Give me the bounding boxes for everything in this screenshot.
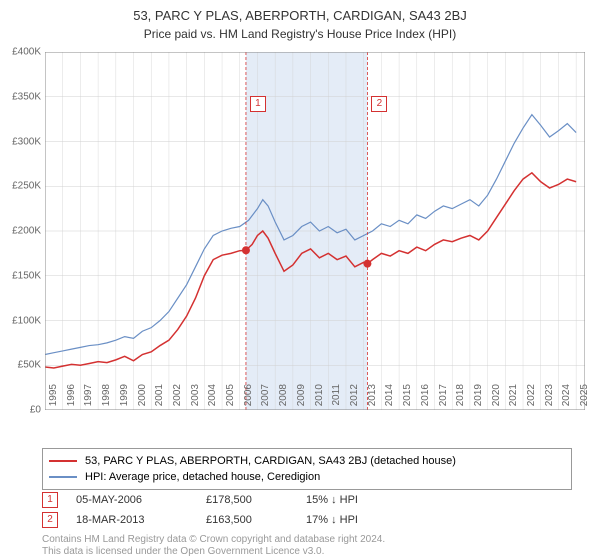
x-axis-label: 1997 [83, 384, 94, 414]
x-axis-label: 2019 [473, 384, 484, 414]
footer-line-2: This data is licensed under the Open Gov… [42, 546, 385, 558]
x-axis-label: 2015 [402, 384, 413, 414]
x-axis-label: 2008 [278, 384, 289, 414]
chart-container: 53, PARC Y PLAS, ABERPORTH, CARDIGAN, SA… [0, 0, 600, 560]
x-axis-label: 1996 [66, 384, 77, 414]
x-axis-label: 2014 [384, 384, 395, 414]
x-axis-label: 1998 [101, 384, 112, 414]
footer-line-1: Contains HM Land Registry data © Crown c… [42, 534, 385, 546]
sale-row-marker: 2 [42, 512, 58, 528]
legend-row: HPI: Average price, detached house, Cere… [49, 469, 565, 485]
sale-price: £178,500 [206, 494, 306, 506]
sale-price: £163,500 [206, 514, 306, 526]
x-axis-label: 2024 [561, 384, 572, 414]
x-axis-label: 2003 [190, 384, 201, 414]
x-axis-label: 2010 [314, 384, 325, 414]
x-axis-label: 2001 [154, 384, 165, 414]
x-axis-label: 2025 [579, 384, 590, 414]
x-axis-label: 2011 [331, 384, 342, 414]
sale-pct: 15% ↓ HPI [306, 494, 406, 506]
sale-row: 1 05-MAY-2006£178,50015% ↓ HPI [42, 490, 406, 510]
y-axis-label: £150K [12, 270, 41, 281]
sale-pct: 17% ↓ HPI [306, 514, 406, 526]
y-axis-label: £100K [12, 315, 41, 326]
x-axis-label: 1999 [119, 384, 130, 414]
chart-title: 53, PARC Y PLAS, ABERPORTH, CARDIGAN, SA… [0, 0, 600, 23]
x-axis-label: 2022 [526, 384, 537, 414]
chart-area: £0£50K£100K£150K£200K£250K£300K£350K£400… [45, 52, 585, 410]
y-axis-label: £0 [30, 405, 41, 416]
footer-text: Contains HM Land Registry data © Crown c… [42, 534, 385, 558]
x-axis-label: 2012 [349, 384, 360, 414]
y-axis-label: £200K [12, 226, 41, 237]
x-axis-label: 2021 [508, 384, 519, 414]
x-axis-label: 2018 [455, 384, 466, 414]
x-axis-label: 2023 [544, 384, 555, 414]
legend-box: 53, PARC Y PLAS, ABERPORTH, CARDIGAN, SA… [42, 448, 572, 490]
x-axis-label: 2017 [438, 384, 449, 414]
sale-marker-2: 2 [371, 96, 387, 112]
chart-subtitle: Price paid vs. HM Land Registry's House … [0, 23, 600, 41]
sale-date: 05-MAY-2006 [76, 494, 206, 506]
x-axis-label: 2020 [491, 384, 502, 414]
plot-svg [45, 52, 585, 410]
x-axis-label: 2002 [172, 384, 183, 414]
x-axis-label: 2007 [260, 384, 271, 414]
y-axis-label: £50K [18, 360, 41, 371]
legend-swatch [49, 460, 77, 462]
x-axis-label: 2016 [420, 384, 431, 414]
y-axis-label: £300K [12, 136, 41, 147]
sale-row: 2 18-MAR-2013£163,50017% ↓ HPI [42, 510, 406, 530]
x-axis-label: 2009 [296, 384, 307, 414]
x-axis-label: 2006 [243, 384, 254, 414]
sale-marker-1: 1 [250, 96, 266, 112]
sales-table: 1 05-MAY-2006£178,50015% ↓ HPI 2 18-MAR-201… [42, 490, 406, 530]
y-axis-label: £350K [12, 91, 41, 102]
x-axis-label: 2005 [225, 384, 236, 414]
legend-label: 53, PARC Y PLAS, ABERPORTH, CARDIGAN, SA… [85, 455, 456, 467]
legend-swatch [49, 476, 77, 477]
legend-label: HPI: Average price, detached house, Cere… [85, 471, 320, 483]
x-axis-label: 2013 [367, 384, 378, 414]
x-axis-label: 1995 [48, 384, 59, 414]
y-axis-label: £400K [12, 47, 41, 58]
x-axis-label: 2000 [137, 384, 148, 414]
sale-date: 18-MAR-2013 [76, 514, 206, 526]
legend-row: 53, PARC Y PLAS, ABERPORTH, CARDIGAN, SA… [49, 453, 565, 469]
y-axis-label: £250K [12, 181, 41, 192]
sale-row-marker: 1 [42, 492, 58, 508]
x-axis-label: 2004 [207, 384, 218, 414]
